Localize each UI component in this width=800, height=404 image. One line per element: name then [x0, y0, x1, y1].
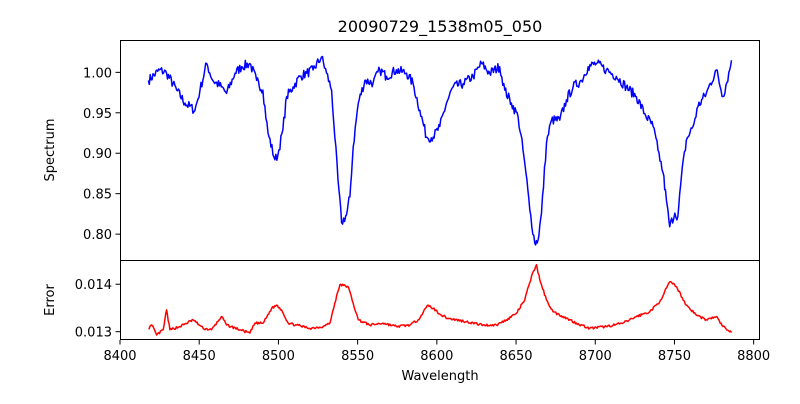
y-axis-label-spectrum: Spectrum	[43, 119, 58, 182]
xtick-label: 8650	[499, 349, 532, 364]
spectrum-ytick-label: 0.95	[83, 107, 112, 122]
xtick-label: 8400	[103, 349, 136, 364]
spectrum-ytick-label: 0.80	[83, 228, 112, 243]
spectrum-ytick-label: 0.85	[83, 188, 112, 203]
error-ytick-label: 0.013	[75, 326, 112, 341]
xtick-label: 8450	[183, 349, 216, 364]
xtick-label: 8550	[341, 349, 374, 364]
xtick-label: 8750	[658, 349, 691, 364]
y-axis-label-error: Error	[43, 284, 58, 316]
xtick-label: 8600	[420, 349, 453, 364]
chart-title: 20090729_1538m05_050	[338, 17, 543, 37]
spectrum-ytick-label: 0.90	[83, 147, 112, 162]
xtick-label: 8500	[262, 349, 295, 364]
xtick-label: 8800	[737, 349, 770, 364]
x-axis-label: Wavelength	[401, 369, 478, 384]
error-ytick-label: 0.014	[75, 278, 112, 293]
spectrum-ytick-label: 1.00	[83, 66, 112, 81]
xtick-label: 8700	[579, 349, 612, 364]
